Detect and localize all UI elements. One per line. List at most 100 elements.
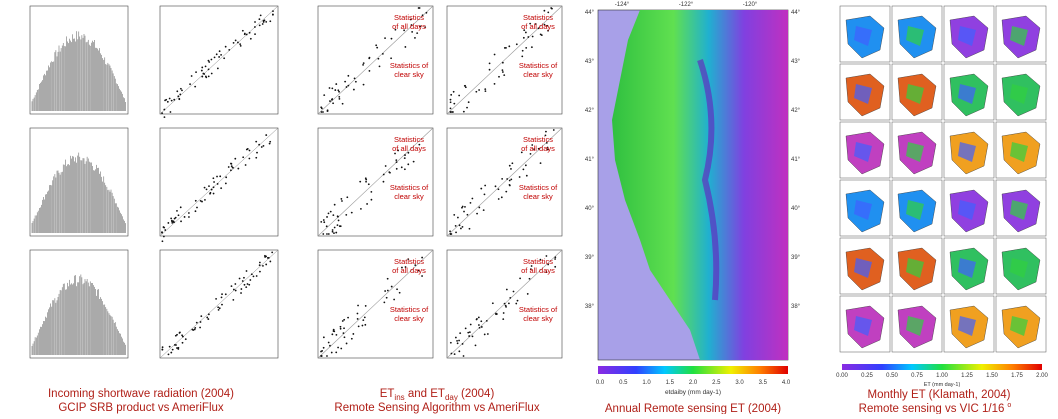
scatter-point	[456, 342, 459, 345]
colorbar-tick: 1.00	[936, 373, 948, 379]
scatter-point	[384, 290, 387, 292]
scatter-point	[524, 164, 527, 167]
scatter-point	[218, 307, 221, 310]
scatter-point	[243, 283, 246, 286]
scatter-point	[320, 350, 322, 353]
lat-label: 44°	[585, 10, 595, 16]
scatter-point	[241, 29, 244, 32]
scatter-point	[232, 166, 234, 169]
scatter-point	[170, 351, 173, 354]
scatter-point	[196, 206, 198, 209]
scatter-point	[179, 206, 182, 209]
scatter-point	[407, 151, 410, 154]
scatter-point	[350, 211, 353, 214]
scatter-point	[521, 49, 524, 52]
mini-map-patch	[906, 200, 924, 220]
scatter-point	[461, 206, 463, 209]
scatter-point	[452, 90, 455, 93]
subscript: day	[445, 393, 458, 402]
scatter-point	[272, 13, 274, 16]
mini-map-patch	[1010, 84, 1028, 104]
stats-label: clear sky	[523, 314, 553, 323]
radiation-caption: Incoming shortwave radiation (2004)	[48, 388, 234, 400]
scatter-point	[332, 102, 335, 105]
scatter-point	[258, 261, 261, 264]
scatter-point	[166, 100, 169, 103]
scatter-point	[545, 255, 548, 257]
scatter-point	[205, 76, 208, 79]
map-caption: Annual Remote sensing ET (2004)	[605, 403, 781, 414]
caption-text: Remote sensing vs VIC 1/16	[859, 403, 1005, 414]
scatter-point	[322, 346, 325, 349]
stats-label: Statistics	[394, 13, 424, 22]
scatter-point	[272, 10, 274, 13]
mini-map-patch	[854, 142, 872, 162]
scatter-point	[322, 219, 325, 221]
scatter-point	[356, 318, 359, 320]
scatter-point	[258, 143, 261, 146]
scatter-point	[227, 166, 230, 168]
scatter-point	[393, 298, 396, 301]
scatter-point	[204, 198, 206, 201]
scatter-point	[168, 345, 171, 348]
caption-text: ET	[430, 388, 445, 400]
scatter-point	[327, 233, 330, 235]
scatter-point	[218, 50, 221, 53]
scatter-point	[403, 157, 406, 160]
colorbar-tick: 2.0	[689, 380, 698, 386]
scatter-point	[258, 24, 261, 27]
mini-map-patch	[906, 316, 924, 336]
mini-map-patch	[958, 316, 976, 336]
radiation-panel	[29, 5, 279, 359]
scatter-point	[520, 151, 523, 154]
scatter-point	[190, 75, 193, 77]
colorbar-tick: 0.25	[861, 373, 873, 379]
scatter-point	[453, 353, 456, 356]
scatter-point	[230, 165, 233, 168]
scatter-point	[352, 333, 355, 335]
scatter-point	[530, 265, 533, 267]
scatter-point	[471, 335, 474, 338]
mini-map-patch	[958, 84, 976, 104]
scatter-point	[508, 45, 511, 48]
scatter-point	[363, 316, 366, 319]
scatter-point	[326, 355, 328, 357]
scatter-point	[322, 111, 324, 113]
scatter-point	[449, 230, 451, 233]
scatter-point	[335, 351, 338, 354]
scatter-point	[220, 296, 223, 299]
scatter-point	[177, 348, 180, 350]
scatter-point	[180, 220, 182, 223]
scatter-point	[339, 225, 342, 228]
scatter-point	[320, 220, 323, 223]
scatter-point	[199, 321, 202, 323]
scatter-point	[467, 101, 470, 104]
scatter-point	[424, 26, 427, 28]
mini-map-patch	[906, 84, 924, 104]
mini-map-patch	[1010, 26, 1028, 46]
colorbar-tick: 1.0	[642, 380, 651, 386]
scatter-point	[332, 214, 335, 216]
scatter-point	[205, 188, 208, 191]
scatter-point	[414, 37, 416, 39]
scatter-point	[377, 57, 380, 60]
scatter-point	[545, 141, 548, 144]
scatter-point	[347, 316, 349, 319]
scatter-point	[547, 11, 550, 14]
scatter-point	[252, 275, 255, 278]
scatter-point	[450, 352, 453, 355]
scatter-point	[238, 277, 241, 280]
colorbar-tick: 0.00	[836, 373, 848, 379]
scatter-point	[210, 188, 213, 191]
one-to-one	[159, 249, 279, 359]
scatter-point	[458, 339, 460, 342]
scatter-point	[464, 86, 467, 89]
scatter-point	[475, 90, 478, 93]
scatter-point	[326, 110, 329, 113]
lat-label: 39°	[791, 255, 801, 261]
scatter-point	[508, 179, 511, 182]
scatter-point	[262, 21, 265, 23]
scatter-point	[396, 288, 398, 291]
scatter-point	[260, 146, 263, 148]
scatter-point	[341, 102, 344, 105]
